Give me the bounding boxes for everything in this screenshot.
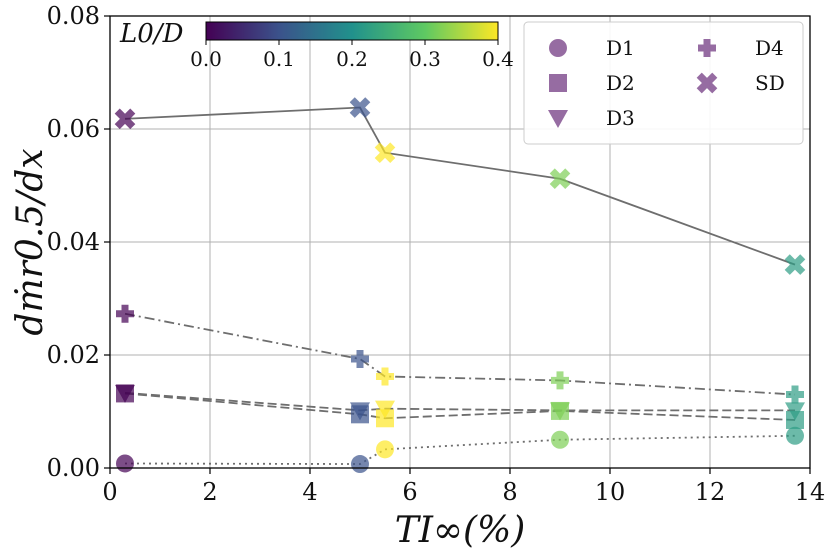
- y-tick-label: 0.06: [47, 115, 100, 143]
- colorbar-tick-label: 0.4: [482, 47, 514, 71]
- series-line-d1: [124, 434, 796, 465]
- legend: D1 D2 D3 D4 SD: [523, 21, 804, 145]
- legend-marker-d2: [549, 74, 567, 92]
- colorbar-ticks: 0.0 0.1 0.2 0.3 0.4: [190, 40, 514, 71]
- legend-marker-d4: [698, 39, 716, 57]
- colorbar: L0/D 0.0 0.1 0.2 0.3 0.4: [119, 19, 514, 71]
- point-sd: [349, 97, 371, 118]
- point-sd-shape: [784, 254, 806, 275]
- legend-box: [523, 21, 804, 145]
- point-d3: [375, 400, 395, 419]
- x-axis-label: TI∞(%): [395, 510, 526, 551]
- x-tick-label: 8: [502, 478, 517, 506]
- y-axis-label: dṁr0.5/dx: [10, 148, 51, 335]
- point-d3: [785, 402, 805, 421]
- x-tick-label: 4: [302, 478, 317, 506]
- point-sd-shape: [549, 168, 571, 190]
- x-tick-label: 10: [595, 478, 626, 506]
- x-tick-label: 14: [795, 478, 826, 506]
- series-lines: [124, 106, 796, 465]
- point-d1: [351, 455, 369, 474]
- y-tick-label: 0.02: [47, 341, 100, 369]
- point-sd-shape: [374, 142, 396, 164]
- point-sd: [549, 168, 571, 190]
- legend-label-sd: SD: [755, 71, 785, 95]
- x-tick-label: 12: [695, 478, 726, 506]
- colorbar-tick-label: 0.1: [263, 47, 295, 71]
- y-tick-label: 0.04: [47, 228, 100, 256]
- legend-label-d2: D2: [606, 71, 635, 95]
- point-d4: [786, 385, 804, 404]
- legend-label-d3: D3: [606, 106, 635, 130]
- axis-ticks: 0 2 4 6 8 10 12 14 0.00 0.02 0.04 0.06 0.08: [47, 2, 826, 506]
- point-d4: [351, 349, 369, 368]
- y-tick-label: 0.08: [47, 2, 100, 30]
- point-d1: [551, 430, 569, 449]
- legend-marker-sd-shape: [696, 72, 718, 94]
- colorbar-tick-label: 0.3: [409, 47, 441, 71]
- point-sd: [114, 108, 136, 130]
- point-sd: [374, 142, 396, 164]
- point-d3: [550, 402, 570, 421]
- x-tick-label: 6: [402, 478, 417, 506]
- data-points: [114, 97, 806, 474]
- point-d4: [376, 367, 394, 386]
- y-tick-label: 0.00: [47, 454, 100, 482]
- point-sd-shape: [114, 108, 136, 130]
- x-tick-label: 0: [102, 478, 117, 506]
- colorbar-label: L0/D: [119, 19, 184, 49]
- legend-marker-d3: [548, 110, 568, 128]
- colorbar-gradient: [205, 21, 499, 41]
- colorbar-tick-label: 0.2: [336, 47, 368, 71]
- point-d1: [116, 454, 134, 473]
- point-d1: [376, 440, 394, 459]
- legend-label-d4: D4: [755, 36, 784, 60]
- point-d4: [551, 371, 569, 390]
- legend-marker-d1: [549, 39, 567, 57]
- series-line-d3: [124, 391, 795, 412]
- point-sd: [784, 254, 806, 275]
- series-line-d2: [124, 392, 796, 421]
- colorbar-tick-label: 0.0: [190, 47, 222, 71]
- point-sd-shape: [349, 97, 371, 118]
- x-tick-label: 2: [202, 478, 217, 506]
- series-line-d4: [124, 312, 796, 396]
- legend-label-d1: D1: [606, 36, 635, 60]
- point-d3: [115, 384, 135, 403]
- legend-marker-sd: [696, 72, 718, 94]
- point-d1: [786, 426, 804, 445]
- point-d4: [116, 304, 134, 323]
- point-d3: [350, 402, 370, 421]
